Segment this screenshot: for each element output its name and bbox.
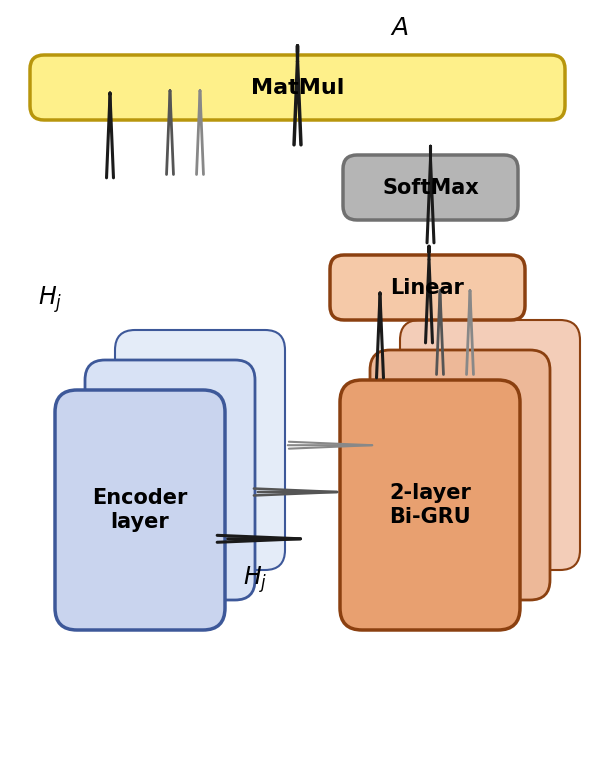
Text: 2-layer
Bi-GRU: 2-layer Bi-GRU: [389, 484, 471, 527]
Text: $A$: $A$: [390, 16, 409, 40]
FancyBboxPatch shape: [30, 55, 565, 120]
FancyBboxPatch shape: [85, 360, 255, 600]
FancyBboxPatch shape: [370, 350, 550, 600]
FancyBboxPatch shape: [340, 380, 520, 630]
FancyBboxPatch shape: [400, 320, 580, 570]
Text: Linear: Linear: [391, 278, 464, 297]
Text: $H_j$: $H_j$: [243, 564, 267, 595]
Text: SoftMax: SoftMax: [382, 177, 479, 198]
Text: MatMul: MatMul: [251, 78, 344, 97]
FancyBboxPatch shape: [115, 330, 285, 570]
Text: $H_j$: $H_j$: [38, 285, 62, 315]
FancyBboxPatch shape: [330, 255, 525, 320]
FancyBboxPatch shape: [343, 155, 518, 220]
FancyBboxPatch shape: [55, 390, 225, 630]
Text: Encoder
layer: Encoder layer: [92, 488, 188, 532]
